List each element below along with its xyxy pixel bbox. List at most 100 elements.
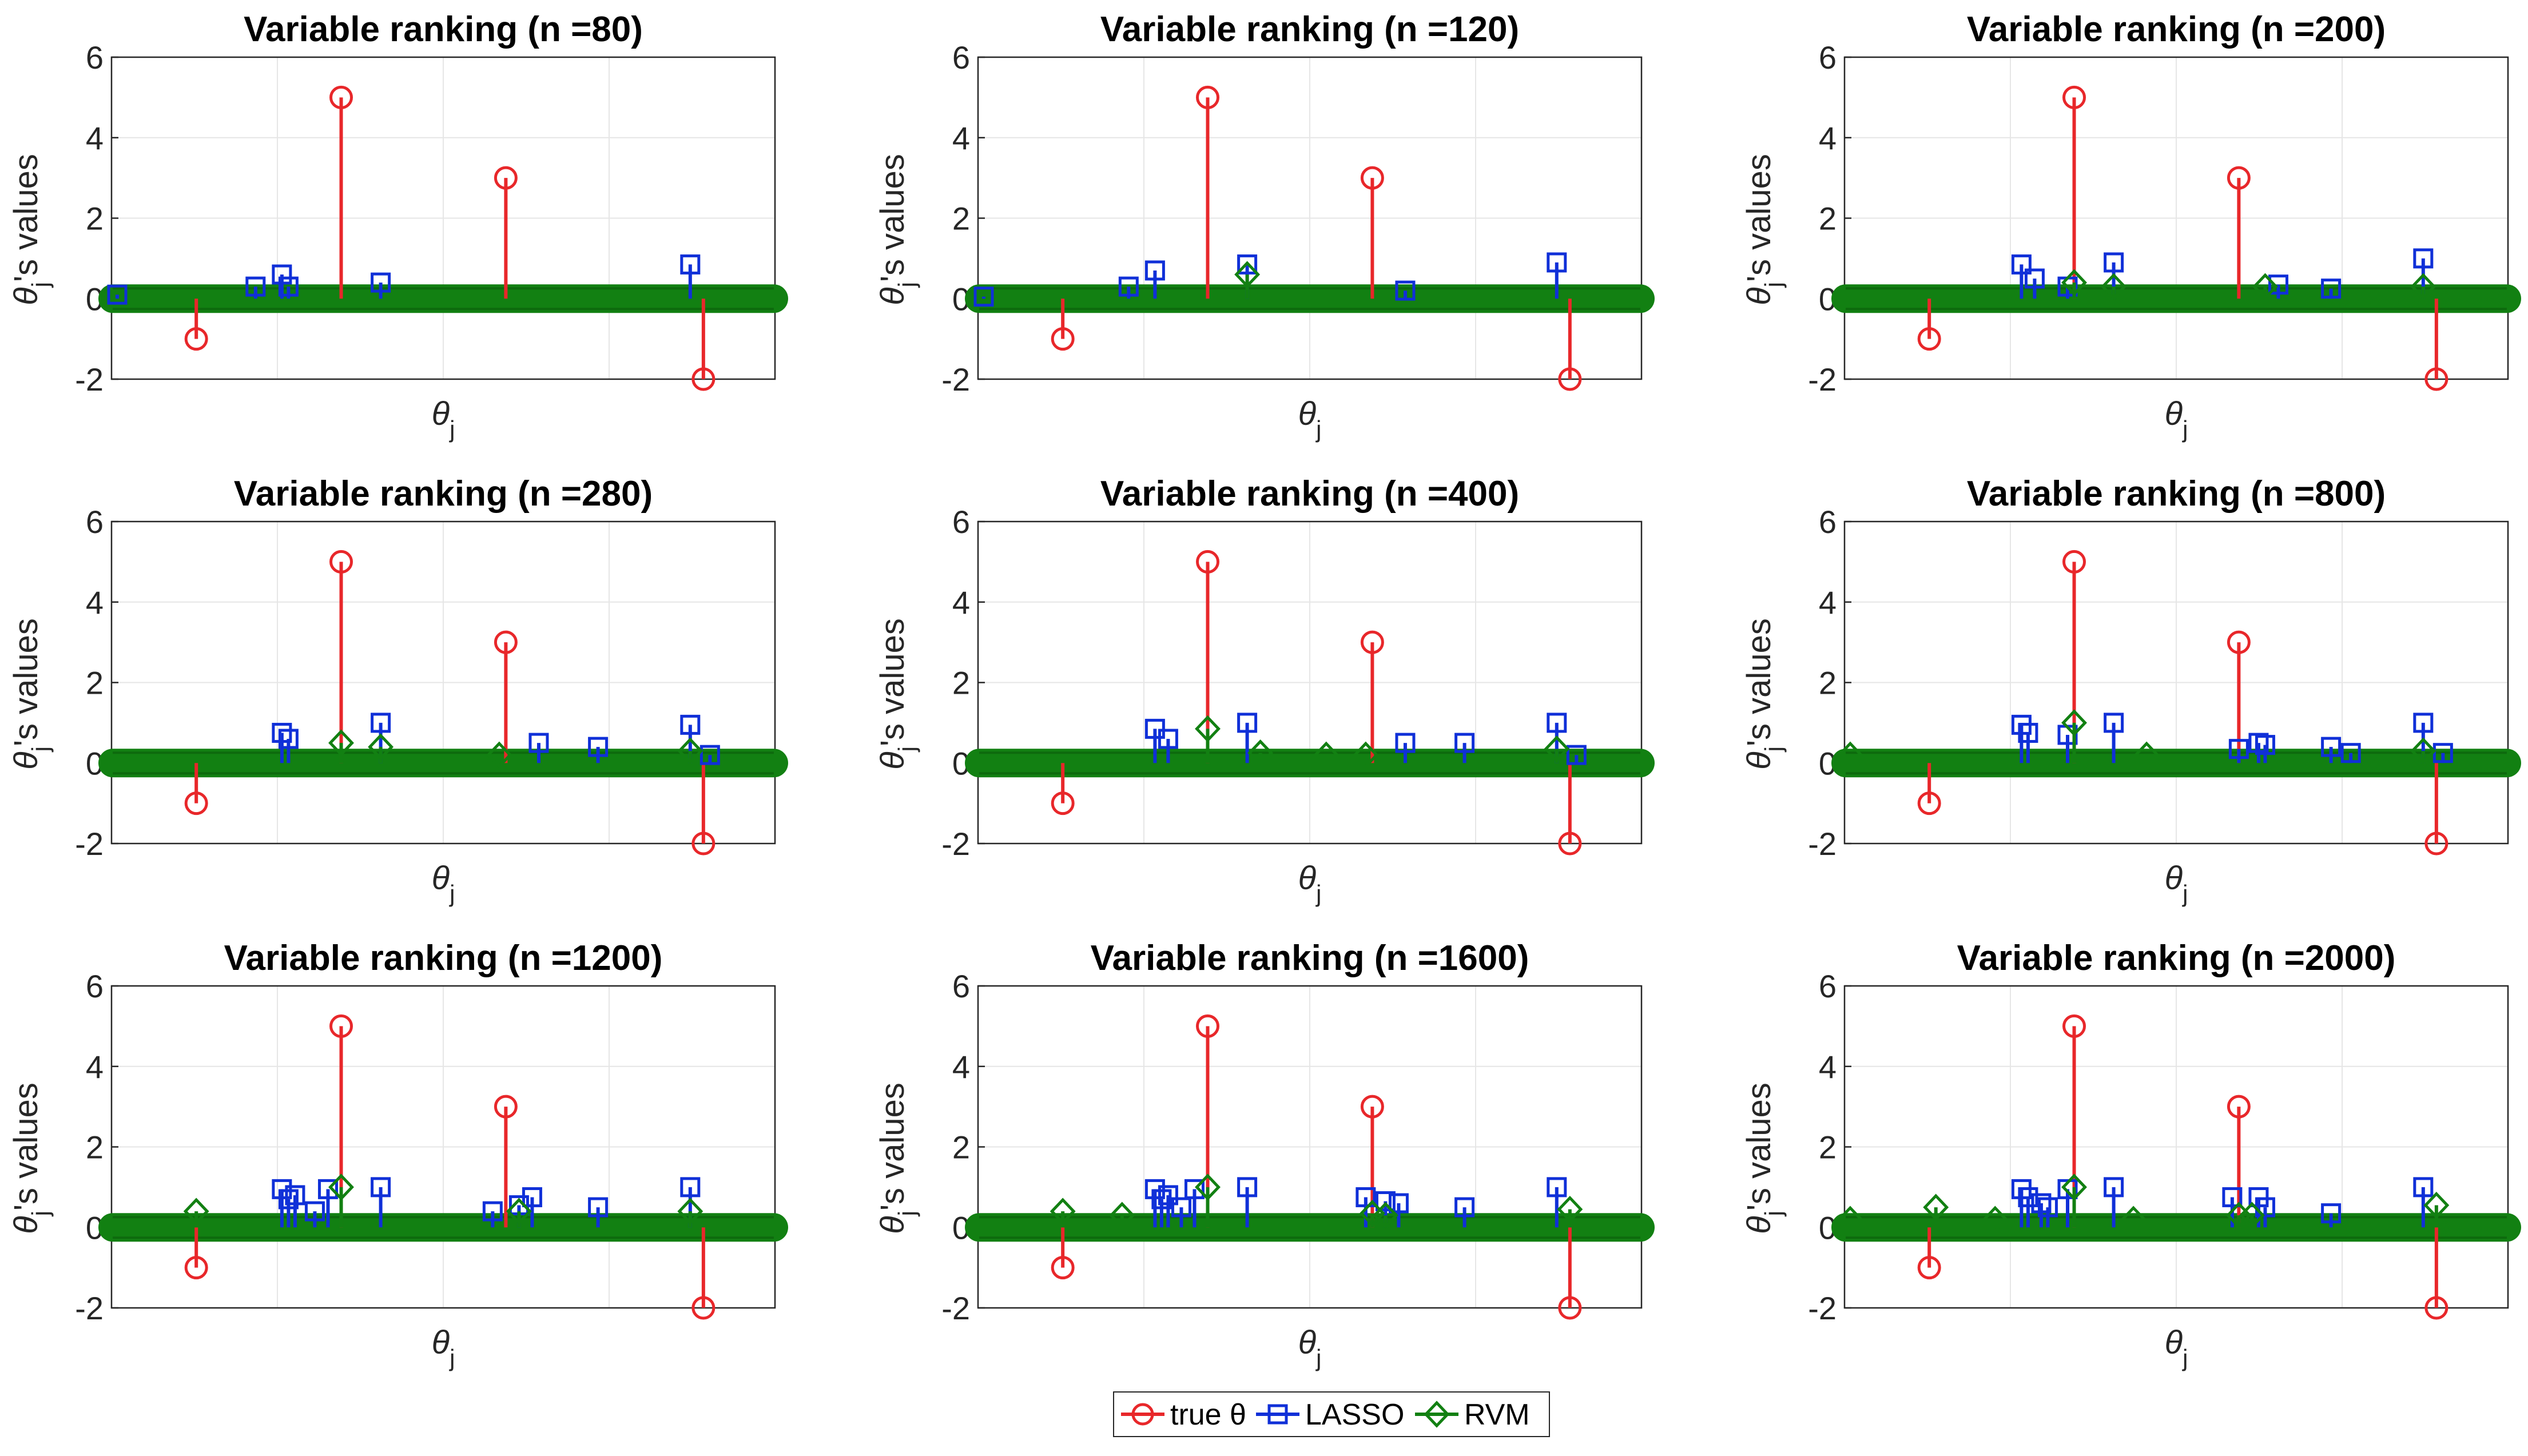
- series-lasso: [1144, 713, 1587, 765]
- marker-lasso: [1158, 729, 1178, 749]
- y-axis-label-text: 's values: [7, 1083, 45, 1211]
- marker-rvm: [1837, 741, 1863, 769]
- y-tick-label: 2: [952, 1129, 970, 1165]
- y-tick-label: 2: [952, 665, 970, 701]
- marker-rvm: [1372, 1202, 1398, 1229]
- series-lasso: [1144, 1177, 1567, 1228]
- marker-true-theta: [329, 550, 353, 574]
- marker-lasso: [304, 1201, 325, 1222]
- y-tick-label: 2: [952, 201, 970, 237]
- marker-rvm: [506, 1198, 532, 1225]
- y-tick-label: 6: [952, 968, 970, 1004]
- marker-rvm: [1837, 1206, 1863, 1233]
- marker-lasso: [2413, 248, 2434, 269]
- y-axis-label-subscript: j: [1760, 282, 1787, 288]
- y-axis-label-subscript: j: [893, 1211, 920, 1217]
- x-axis-label-subscript: j: [2181, 1344, 2188, 1371]
- y-axis-label-text: 's values: [1740, 1083, 1778, 1211]
- series-lasso: [2011, 713, 2453, 763]
- legend-label-true-theta: true θ: [1170, 1398, 1246, 1431]
- y-axis-label-symbol: θ: [874, 751, 911, 769]
- chart-title: Variable ranking (n =200): [1967, 10, 2386, 49]
- y-axis-label-text: 's values: [1740, 618, 1778, 746]
- marker-lasso: [1118, 276, 1139, 297]
- marker-lasso: [2018, 722, 2038, 743]
- marker-lasso: [588, 1197, 609, 1218]
- marker-true-theta: [1558, 367, 1582, 391]
- marker-lasso: [1144, 1179, 1165, 1199]
- marker-lasso: [1144, 718, 1165, 739]
- series-true: [184, 85, 716, 391]
- series-rvm: [1050, 1173, 1583, 1229]
- x-axis-label-subscript: j: [448, 416, 455, 443]
- y-axis-label-subscript: j: [893, 282, 920, 288]
- x-axis-label-symbol: θ: [2165, 1324, 2183, 1361]
- marker-rvm: [1982, 1206, 2008, 1233]
- marker-lasso: [2104, 1177, 2124, 1198]
- marker-true-theta: [2424, 832, 2448, 856]
- x-axis-label-subscript: j: [1315, 1344, 1321, 1371]
- series-true: [1917, 1014, 2448, 1320]
- marker-rvm: [2061, 1173, 2087, 1201]
- y-tick-label: 4: [1819, 120, 1837, 156]
- marker-lasso: [2222, 1187, 2243, 1207]
- marker-lasso: [1454, 733, 1475, 753]
- legend: true θ LASSO RVM: [1113, 1391, 1550, 1437]
- rvm-zero-baseline: [1831, 749, 2521, 778]
- x-axis-label-subscript: j: [1315, 416, 1321, 443]
- marker-lasso: [973, 287, 994, 307]
- x-axis-label: θj: [432, 1324, 455, 1371]
- marker-true-theta: [1196, 550, 1220, 574]
- marker-true-theta: [2062, 550, 2086, 574]
- marker-lasso: [272, 722, 292, 743]
- y-axis-label-text: 's values: [7, 154, 45, 282]
- series-rvm: [2061, 269, 2436, 300]
- x-axis-label: θj: [2165, 1324, 2188, 1371]
- x-axis-label-subscript: j: [2181, 416, 2188, 443]
- chart-title: Variable ranking (n =400): [1100, 474, 1519, 514]
- series-lasso: [2011, 1177, 2434, 1228]
- x-axis-label-subscript: j: [2181, 880, 2188, 907]
- legend-circle-marker: [1131, 1403, 1154, 1426]
- y-tick-label: -2: [1808, 1290, 1837, 1326]
- y-tick-label: -2: [941, 361, 970, 397]
- marker-lasso: [1395, 280, 1416, 301]
- marker-true-theta: [1917, 1256, 1941, 1280]
- y-tick-label: 4: [952, 584, 970, 620]
- y-axis-label-text: 's values: [1740, 154, 1778, 282]
- y-tick-label: 2: [86, 1129, 104, 1165]
- y-tick-label: 2: [86, 201, 104, 237]
- marker-lasso: [2104, 252, 2124, 273]
- series-true: [1917, 85, 2448, 391]
- rvm-zero-baseline: [1831, 1213, 2521, 1242]
- y-tick-label: 6: [1819, 504, 1837, 540]
- y-tick-label: 6: [1819, 968, 1837, 1004]
- marker-rvm: [1923, 1194, 1949, 1221]
- y-axis-label: θj's values: [7, 618, 54, 770]
- marker-lasso: [1454, 1197, 1475, 1218]
- rvm-zero-baseline: [98, 284, 788, 313]
- marker-rvm: [328, 729, 354, 757]
- x-axis-label-symbol: θ: [2165, 395, 2183, 432]
- y-axis-label-text: 's values: [7, 618, 45, 746]
- marker-lasso: [285, 1185, 305, 1206]
- marker-true-theta: [1360, 630, 1384, 654]
- legend-box: [1113, 1391, 1550, 1437]
- marker-rvm: [2252, 273, 2278, 300]
- y-axis-label-subscript: j: [27, 746, 54, 753]
- legend-square-marker: [1267, 1404, 1288, 1425]
- y-tick-label: 6: [952, 504, 970, 540]
- series-rvm: [1195, 715, 1570, 769]
- y-axis-label-symbol: θ: [7, 1216, 45, 1234]
- marker-lasso: [588, 737, 609, 757]
- y-tick-label: 4: [952, 1049, 970, 1085]
- y-tick-label: -2: [1808, 361, 1837, 397]
- x-axis-label-symbol: θ: [432, 1324, 450, 1361]
- x-axis-label: θj: [1298, 395, 1322, 443]
- y-axis-label-text: 's values: [874, 154, 911, 282]
